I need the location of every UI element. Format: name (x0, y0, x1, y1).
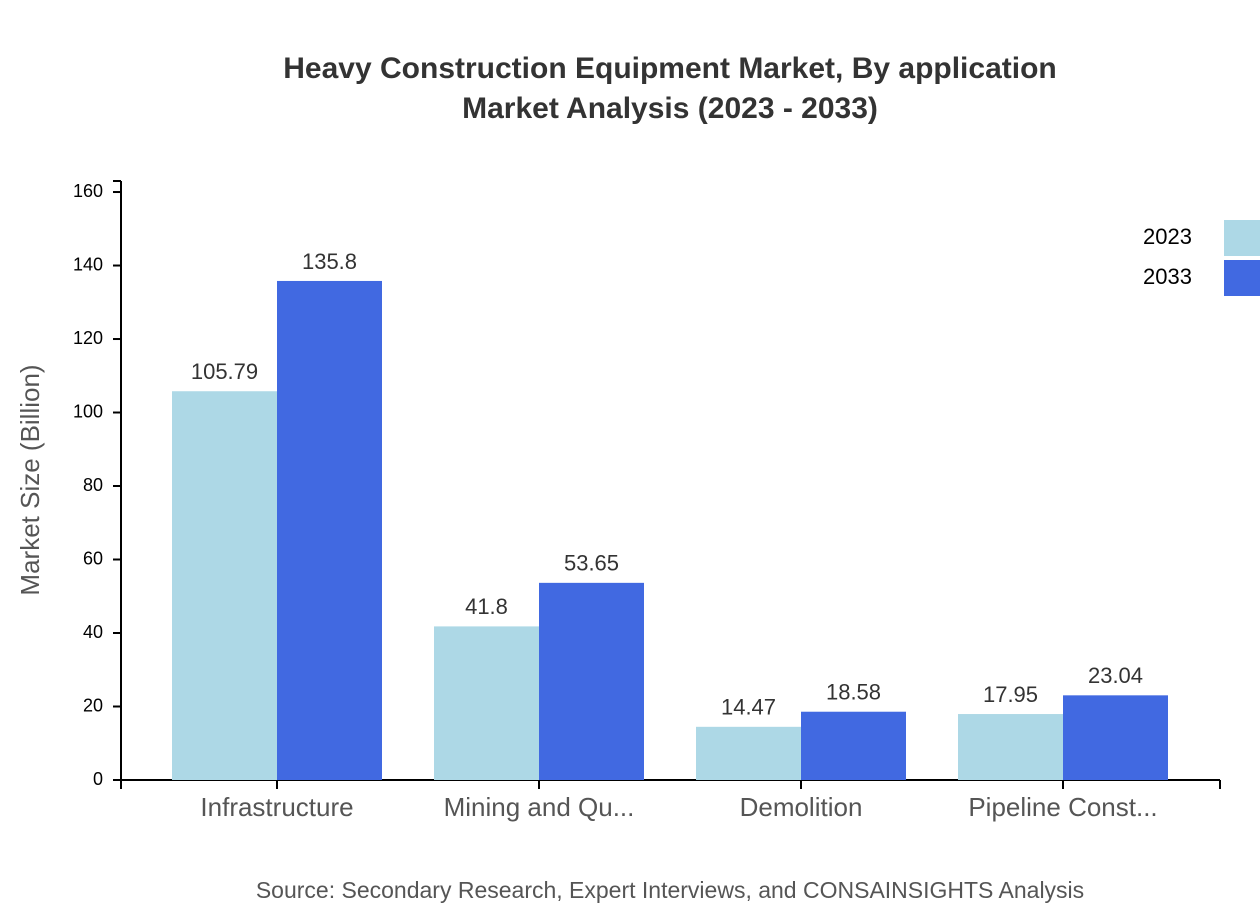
bar (539, 582, 644, 780)
value-label: 105.79 (191, 359, 258, 384)
y-axis-label: Market Size (Billion) (15, 364, 45, 595)
legend-swatch (1224, 260, 1260, 296)
value-label: 17.95 (983, 682, 1038, 707)
value-label: 53.65 (564, 551, 619, 576)
value-label: 135.8 (302, 249, 357, 274)
y-tick-label: 100 (73, 401, 103, 421)
bar (696, 726, 801, 780)
x-tick-label: Mining and Qu... (444, 792, 635, 822)
x-tick-label: Demolition (740, 792, 863, 822)
legend-label: 2023 (1143, 224, 1192, 249)
y-tick-label: 80 (83, 475, 103, 495)
bar (434, 626, 539, 780)
value-label: 23.04 (1088, 663, 1143, 688)
bar (958, 714, 1063, 780)
bar (1063, 695, 1168, 780)
value-label: 18.58 (826, 680, 881, 705)
legend-label: 2033 (1143, 264, 1192, 289)
x-tick-label: Infrastructure (200, 792, 353, 822)
x-tick-label: Pipeline Const... (968, 792, 1157, 822)
source-note: Source: Secondary Research, Expert Inter… (256, 877, 1084, 903)
y-tick-label: 120 (73, 328, 103, 348)
chart-title: Heavy Construction Equipment Market, By … (283, 52, 1056, 85)
bar (172, 391, 277, 780)
y-tick-label: 160 (73, 181, 103, 201)
bar (277, 280, 382, 780)
y-tick-label: 40 (83, 622, 103, 642)
bar (801, 711, 906, 780)
value-label: 14.47 (721, 695, 776, 720)
legend-swatch (1224, 220, 1260, 256)
y-tick-label: 60 (83, 548, 103, 568)
y-tick-label: 0 (93, 769, 103, 789)
chart-subtitle: Market Analysis (2023 - 2033) (462, 92, 878, 125)
y-tick-label: 140 (73, 254, 103, 274)
value-label: 41.8 (465, 594, 508, 619)
y-tick-label: 20 (83, 695, 103, 715)
